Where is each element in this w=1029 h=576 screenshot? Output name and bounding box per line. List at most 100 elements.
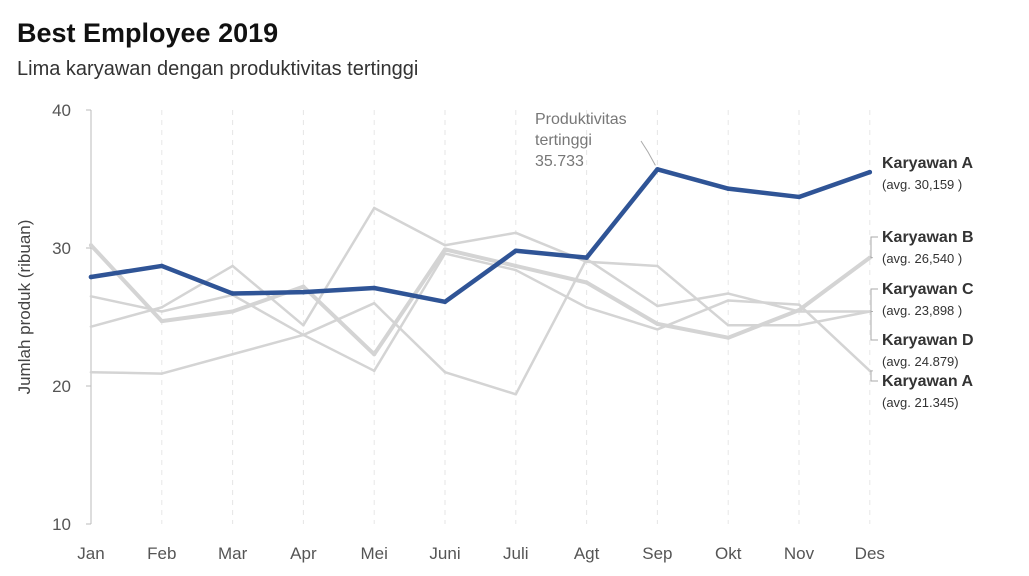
y-tick-label: 30	[52, 239, 71, 258]
data-point	[584, 255, 589, 260]
data-point	[372, 369, 376, 373]
data-point	[725, 186, 731, 191]
series-lines	[88, 167, 873, 396]
data-point	[159, 319, 164, 324]
data-point	[514, 393, 518, 396]
series-label-name: Karyawan A	[882, 373, 973, 390]
series-label-avg: (avg. 30,159 )	[882, 177, 962, 192]
data-point	[443, 243, 447, 247]
data-point	[159, 263, 165, 269]
data-point	[584, 280, 589, 285]
data-point	[443, 370, 447, 374]
data-point	[656, 264, 659, 268]
label-connector	[870, 288, 878, 312]
axes: 10 20 30 40 Jan Feb Mar Apr Mei Juni Juli Agt Sep Okt…	[15, 101, 885, 563]
series-label-avg: (avg. 21.345)	[882, 395, 959, 410]
x-tick-label: Sep	[642, 544, 672, 563]
x-tick-label: Apr	[290, 544, 317, 563]
series-line	[89, 257, 872, 396]
x-tick-label: Mar	[218, 544, 248, 563]
y-tick-label: 40	[52, 101, 71, 120]
data-point	[231, 353, 234, 356]
data-point	[372, 352, 377, 357]
data-point	[443, 252, 447, 255]
data-point	[302, 333, 305, 337]
x-tick-label: Okt	[715, 544, 742, 563]
label-connector	[870, 370, 878, 382]
x-tick-label: Juni	[429, 544, 460, 563]
y-tick-label: 20	[52, 377, 71, 396]
series-label-avg: (avg. 24.879)	[882, 354, 959, 369]
annotation-text: Produktivitas	[535, 111, 627, 128]
annotation-leader	[640, 140, 656, 166]
data-point	[231, 264, 234, 268]
series-label-name: Karyawan A	[882, 155, 973, 172]
data-point	[513, 248, 519, 254]
series-label-avg: (avg. 23,898 )	[882, 303, 962, 318]
series-label-name: Karyawan B	[882, 229, 974, 246]
data-point	[656, 328, 659, 331]
annotation: Produktivitas tertinggi 35.733	[535, 111, 656, 170]
data-point	[89, 295, 93, 298]
data-point	[301, 284, 306, 289]
y-axis-label: Jumlah produk (ribuan)	[15, 220, 34, 395]
data-point	[89, 243, 93, 248]
x-tick-label: Feb	[147, 544, 176, 563]
data-point	[372, 301, 376, 305]
label-connector	[870, 310, 878, 341]
series-line	[89, 206, 872, 328]
data-point	[655, 321, 660, 326]
data-point	[443, 247, 447, 252]
annotation-text: tertinggi	[535, 132, 592, 149]
data-point	[797, 310, 801, 313]
data-point	[302, 324, 305, 327]
data-point	[726, 324, 730, 327]
series-label-name: Karyawan D	[882, 332, 974, 349]
data-point	[656, 304, 659, 308]
x-tick-label: Juli	[503, 544, 529, 563]
data-point	[442, 299, 448, 305]
data-point	[655, 167, 660, 172]
series-labels: Karyawan B (avg. 26,540 ) Karyawan C (avg. …	[870, 155, 974, 410]
data-point	[514, 231, 518, 235]
x-tick-label: Jan	[77, 544, 104, 563]
x-tick-label: Mei	[360, 544, 387, 563]
data-point	[797, 303, 801, 306]
data-point	[867, 169, 873, 175]
series-label-name: Karyawan C	[882, 281, 974, 298]
data-point	[301, 289, 306, 295]
series-line	[89, 243, 872, 357]
data-point	[88, 274, 94, 280]
grid-lines	[161, 110, 871, 524]
y-tick-label: 10	[52, 515, 71, 534]
data-point	[160, 306, 164, 309]
data-point	[726, 292, 730, 295]
data-point	[160, 372, 164, 375]
x-tick-label: Des	[855, 544, 885, 563]
data-point	[797, 324, 801, 327]
data-point	[89, 370, 93, 374]
data-point	[230, 291, 235, 296]
chart-subtitle: Lima karyawan dengan produktivitas terti…	[17, 58, 419, 80]
series-line	[88, 167, 873, 305]
data-point	[371, 285, 377, 291]
data-point	[514, 268, 518, 272]
data-point	[726, 335, 731, 340]
data-point	[230, 309, 235, 314]
data-point	[868, 369, 872, 373]
data-point	[726, 299, 730, 302]
annotation-text: 35.733	[535, 153, 584, 170]
data-point	[796, 194, 802, 200]
data-point	[160, 310, 164, 313]
data-point	[89, 325, 93, 328]
label-connector	[870, 236, 878, 259]
x-tick-label: Nov	[784, 544, 815, 563]
x-tick-label: Agt	[574, 544, 600, 563]
data-point	[585, 306, 588, 309]
chart-title: Best Employee 2019	[17, 18, 279, 48]
series-line	[89, 252, 872, 373]
series-label-avg: (avg. 26,540 )	[882, 251, 962, 266]
data-point	[868, 310, 872, 313]
data-point	[372, 206, 376, 210]
